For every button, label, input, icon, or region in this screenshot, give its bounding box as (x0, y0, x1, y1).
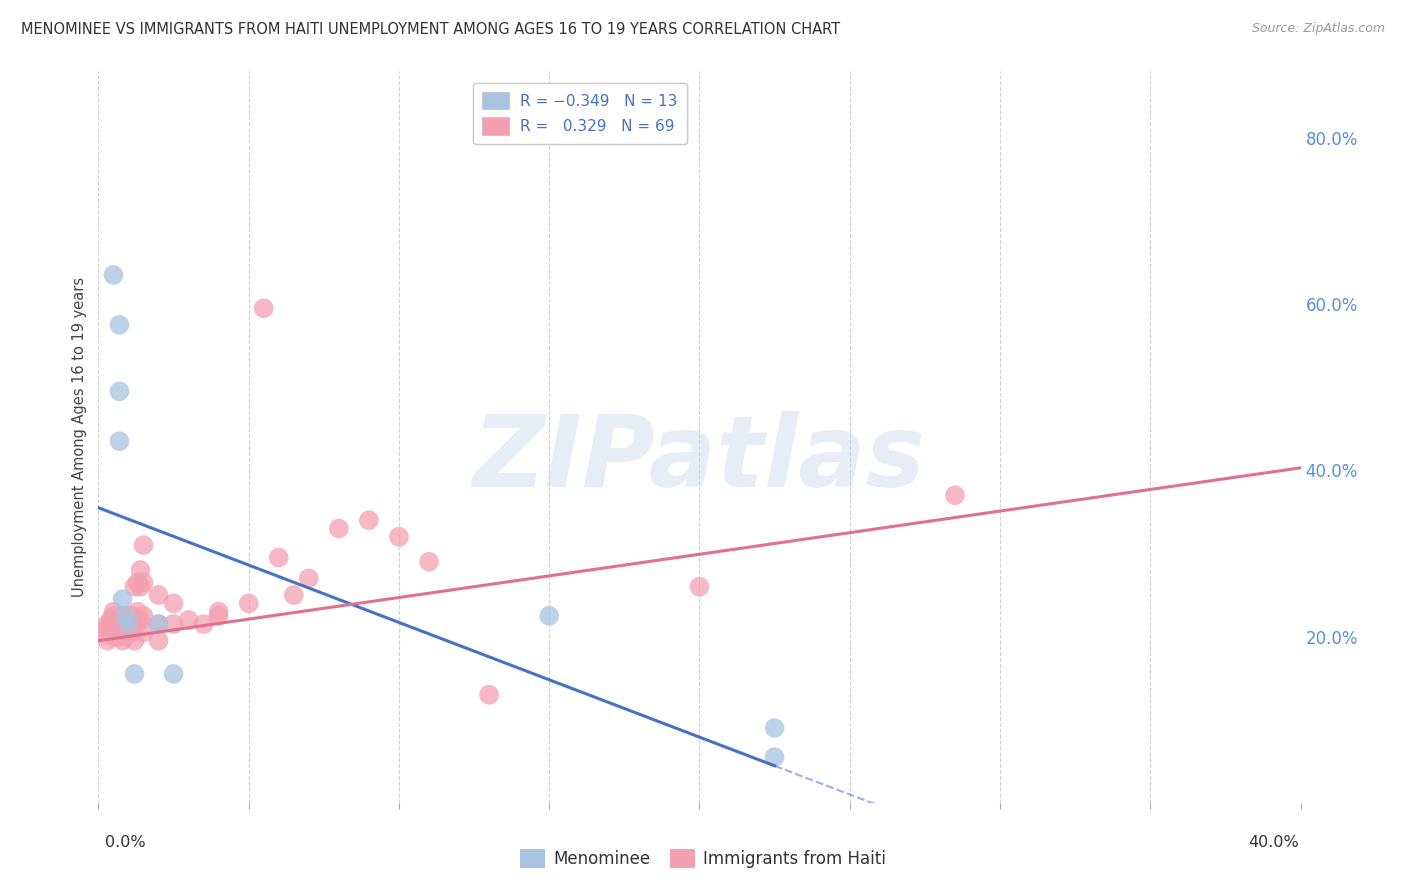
Point (132, 538, 155, 552)
Point (253, 301, 276, 316)
Point (117, 608, 139, 623)
Point (124, 580, 146, 594)
Point (124, 621, 146, 635)
Point (96, 621, 118, 635)
Point (127, 613, 149, 627)
Point (105, 625, 128, 640)
Point (108, 613, 131, 627)
Y-axis label: Unemployment Among Ages 16 to 19 years: Unemployment Among Ages 16 to 19 years (72, 277, 87, 597)
Point (114, 630, 136, 644)
Point (267, 550, 290, 565)
Point (148, 633, 170, 648)
Point (208, 605, 231, 619)
Point (105, 613, 128, 627)
Point (105, 617, 128, 632)
Point (117, 617, 139, 632)
Point (100, 613, 122, 627)
Text: Source: ZipAtlas.com: Source: ZipAtlas.com (1251, 22, 1385, 36)
Point (100, 617, 122, 632)
Point (283, 588, 305, 602)
Legend: Menominee, Immigrants from Haiti: Menominee, Immigrants from Haiti (513, 842, 893, 875)
Point (132, 625, 155, 640)
Point (121, 625, 143, 640)
Point (177, 613, 200, 627)
Point (121, 608, 143, 623)
Point (96, 625, 118, 640)
Text: 40.0%: 40.0% (1249, 836, 1299, 850)
Point (148, 617, 170, 632)
Point (108, 630, 131, 644)
Point (763, 721, 786, 735)
Point (132, 608, 155, 623)
Point (117, 617, 139, 632)
Point (208, 608, 231, 623)
Point (108, 625, 131, 640)
Point (103, 268, 125, 282)
Point (943, 488, 966, 502)
Point (108, 434, 131, 449)
Point (127, 575, 149, 590)
Text: ZIPatlas: ZIPatlas (472, 410, 927, 508)
Point (111, 617, 134, 632)
Text: 0.0%: 0.0% (105, 836, 146, 850)
Point (129, 613, 152, 627)
Point (103, 613, 125, 627)
Point (108, 384, 131, 399)
Point (108, 318, 131, 332)
Point (111, 608, 134, 623)
Point (111, 592, 134, 607)
Point (388, 530, 411, 544)
Point (103, 630, 125, 644)
Point (162, 617, 184, 632)
Point (127, 605, 149, 619)
Point (193, 617, 215, 632)
Point (162, 667, 184, 681)
Point (478, 688, 501, 702)
Point (100, 625, 122, 640)
Point (100, 621, 122, 635)
Point (103, 621, 125, 635)
Point (328, 521, 350, 535)
Point (103, 608, 125, 623)
Point (114, 621, 136, 635)
Point (763, 750, 786, 764)
Point (103, 605, 125, 619)
Point (689, 580, 711, 594)
Point (121, 617, 143, 632)
Point (96, 633, 118, 648)
Point (96, 617, 118, 632)
Point (111, 633, 134, 648)
Point (538, 608, 561, 623)
Point (148, 588, 170, 602)
Point (114, 617, 136, 632)
Point (129, 563, 152, 577)
Point (238, 596, 260, 610)
Point (418, 555, 440, 569)
Point (117, 625, 139, 640)
Point (108, 621, 131, 635)
Point (162, 596, 184, 610)
Point (357, 513, 380, 527)
Point (105, 621, 128, 635)
Point (114, 608, 136, 623)
Point (148, 617, 170, 632)
Point (111, 625, 134, 640)
Point (124, 667, 146, 681)
Point (132, 575, 155, 590)
Point (129, 580, 152, 594)
Point (298, 571, 321, 585)
Legend: R = −0.349   N = 13, R =   0.329   N = 69: R = −0.349 N = 13, R = 0.329 N = 69 (472, 83, 686, 144)
Point (103, 617, 125, 632)
Point (124, 633, 146, 648)
Text: MENOMINEE VS IMMIGRANTS FROM HAITI UNEMPLOYMENT AMONG AGES 16 TO 19 YEARS CORREL: MENOMINEE VS IMMIGRANTS FROM HAITI UNEMP… (21, 22, 841, 37)
